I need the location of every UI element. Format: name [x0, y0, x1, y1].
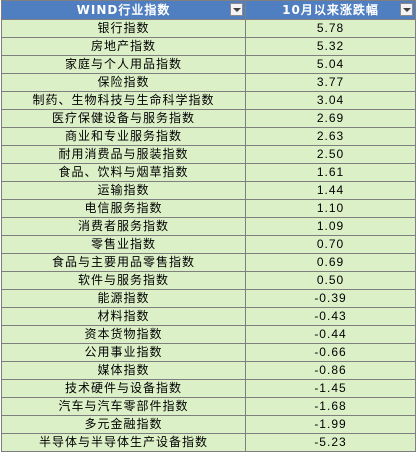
change-value-cell[interactable]: 1.10 — [245, 199, 416, 218]
table-row: 消费者服务指数 1.09 — [1, 217, 416, 236]
change-value-cell[interactable]: 0.50 — [245, 271, 416, 290]
table-row: 软件与服务指数 0.50 — [1, 271, 416, 290]
industry-name-cell[interactable]: 能源指数 — [1, 289, 246, 308]
change-value-cell[interactable]: -1.68 — [245, 397, 416, 416]
industry-name-cell[interactable]: 医疗保健设备与服务指数 — [1, 109, 246, 128]
table-row: 制药、生物科技与生命科学指数 3.04 — [1, 91, 416, 110]
table-row: 家庭与个人用品指数 5.04 — [1, 55, 416, 74]
change-value-cell[interactable]: 0.70 — [245, 235, 416, 254]
change-value-cell[interactable]: -0.44 — [245, 325, 416, 344]
change-value-cell[interactable]: 3.04 — [245, 91, 416, 110]
header-industry-index-label: WIND行业指数 — [76, 3, 171, 17]
table-row: 电信服务指数 1.10 — [1, 199, 416, 218]
header-row: WIND行业指数 10月以来涨跌幅 — [1, 0, 416, 20]
industry-name-cell[interactable]: 资本货物指数 — [1, 325, 246, 344]
table-row: 零售业指数 0.70 — [1, 235, 416, 254]
industry-name-cell[interactable]: 技术硬件与设备指数 — [1, 379, 246, 398]
change-value-cell[interactable]: 5.78 — [245, 19, 416, 38]
header-change-label: 10月以来涨跌幅 — [282, 3, 379, 17]
industry-name-cell[interactable]: 材料指数 — [1, 307, 246, 326]
industry-name-cell[interactable]: 房地产指数 — [1, 37, 246, 56]
table-row: 半导体与半导体生产设备指数 -5.23 — [1, 433, 416, 452]
change-value-cell[interactable]: -0.39 — [245, 289, 416, 308]
industry-name-cell[interactable]: 保险指数 — [1, 73, 246, 92]
industry-name-cell[interactable]: 多元金融指数 — [1, 415, 246, 434]
filter-dropdown-icon[interactable] — [400, 3, 413, 16]
table-row: 运输指数 1.44 — [1, 181, 416, 200]
table-row: 资本货物指数 -0.44 — [1, 325, 416, 344]
table-row: 医疗保健设备与服务指数 2.69 — [1, 109, 416, 128]
change-value-cell[interactable]: -0.43 — [245, 307, 416, 326]
industry-name-cell[interactable]: 零售业指数 — [1, 235, 246, 254]
industry-name-cell[interactable]: 电信服务指数 — [1, 199, 246, 218]
change-value-cell[interactable]: 0.69 — [245, 253, 416, 272]
industry-name-cell[interactable]: 半导体与半导体生产设备指数 — [1, 433, 246, 452]
industry-name-cell[interactable]: 家庭与个人用品指数 — [1, 55, 246, 74]
table-row: 多元金融指数 -1.99 — [1, 415, 416, 434]
table-row: 材料指数 -0.43 — [1, 307, 416, 326]
change-value-cell[interactable]: -1.45 — [245, 379, 416, 398]
change-value-cell[interactable]: 1.09 — [245, 217, 416, 236]
industry-name-cell[interactable]: 银行指数 — [1, 19, 246, 38]
table-row: 保险指数 3.77 — [1, 73, 416, 92]
change-value-cell[interactable]: 2.50 — [245, 145, 416, 164]
industry-name-cell[interactable]: 制药、生物科技与生命科学指数 — [1, 91, 246, 110]
table-row: 食品与主要用品零售指数 0.69 — [1, 253, 416, 272]
change-value-cell[interactable]: -1.99 — [245, 415, 416, 434]
industry-name-cell[interactable]: 食品与主要用品零售指数 — [1, 253, 246, 272]
industry-name-cell[interactable]: 耐用消费品与服装指数 — [1, 145, 246, 164]
header-industry-index: WIND行业指数 — [1, 0, 246, 20]
change-value-cell[interactable]: -0.86 — [245, 361, 416, 380]
industry-name-cell[interactable]: 汽车与汽车零部件指数 — [1, 397, 246, 416]
industry-name-cell[interactable]: 公用事业指数 — [1, 343, 246, 362]
change-value-cell[interactable]: 3.77 — [245, 73, 416, 92]
change-value-cell[interactable]: 2.69 — [245, 109, 416, 128]
industry-name-cell[interactable]: 运输指数 — [1, 181, 246, 200]
change-value-cell[interactable]: -5.23 — [245, 433, 416, 452]
table-row: 媒体指数 -0.86 — [1, 361, 416, 380]
table-row: 公用事业指数 -0.66 — [1, 343, 416, 362]
table-row: 耐用消费品与服装指数 2.50 — [1, 145, 416, 164]
change-value-cell[interactable]: 2.63 — [245, 127, 416, 146]
table-row: 房地产指数 5.32 — [1, 37, 416, 56]
table-row: 食品、饮料与烟草指数 1.61 — [1, 163, 416, 182]
change-value-cell[interactable]: -0.66 — [245, 343, 416, 362]
change-value-cell[interactable]: 1.61 — [245, 163, 416, 182]
table-row: 商业和专业服务指数 2.63 — [1, 127, 416, 146]
table-row: 能源指数 -0.39 — [1, 289, 416, 308]
change-value-cell[interactable]: 5.04 — [245, 55, 416, 74]
table-row: 银行指数 5.78 — [1, 19, 416, 38]
header-change-since-october: 10月以来涨跌幅 — [245, 0, 416, 20]
industry-name-cell[interactable]: 食品、饮料与烟草指数 — [1, 163, 246, 182]
filter-dropdown-icon[interactable] — [230, 3, 243, 16]
industry-name-cell[interactable]: 软件与服务指数 — [1, 271, 246, 290]
table-row: 技术硬件与设备指数 -1.45 — [1, 379, 416, 398]
change-value-cell[interactable]: 5.32 — [245, 37, 416, 56]
industry-name-cell[interactable]: 媒体指数 — [1, 361, 246, 380]
industry-name-cell[interactable]: 商业和专业服务指数 — [1, 127, 246, 146]
industry-name-cell[interactable]: 消费者服务指数 — [1, 217, 246, 236]
table-row: 汽车与汽车零部件指数 -1.68 — [1, 397, 416, 416]
change-value-cell[interactable]: 1.44 — [245, 181, 416, 200]
